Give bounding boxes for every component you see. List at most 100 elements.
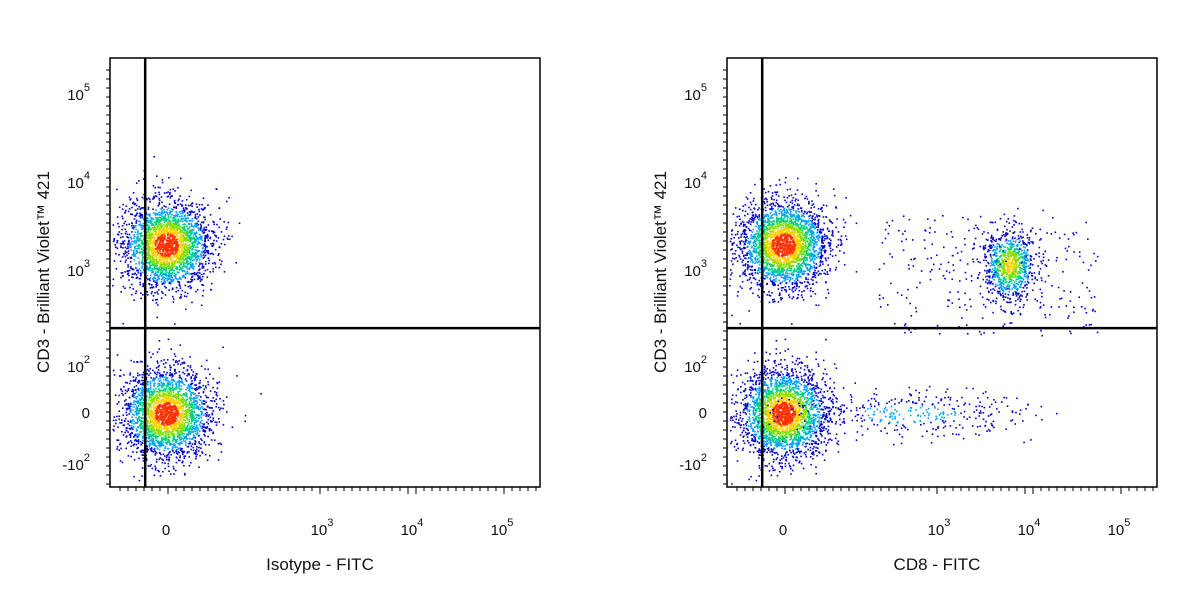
left-data-point [152, 410, 155, 413]
left-data-point [151, 242, 154, 245]
left-data-point [164, 439, 167, 442]
left-data-point [183, 215, 186, 218]
left-data-point [146, 262, 148, 264]
left-data-point [129, 434, 132, 437]
left-data-point [199, 277, 201, 279]
left-data-point [154, 412, 156, 415]
left-data-point [182, 261, 185, 264]
left-data-point [179, 425, 182, 428]
left-data-point [150, 406, 153, 408]
left-data-point [119, 375, 122, 377]
left-data-point [198, 394, 200, 397]
left-data-point [136, 212, 139, 215]
left-data-point [142, 293, 144, 296]
left-data-point [158, 249, 160, 251]
left-data-point [147, 244, 149, 246]
left-data-point [125, 209, 127, 212]
left-data-point [207, 257, 210, 259]
left-data-point [194, 384, 196, 386]
left-data-point [177, 451, 179, 453]
left-data-point [161, 228, 164, 231]
left-data-point [153, 259, 156, 261]
left-data-point [174, 267, 177, 270]
left-data-point [178, 240, 181, 243]
left-data-point [142, 228, 145, 230]
left-data-point [181, 357, 184, 360]
left-data-point [200, 273, 203, 276]
left-data-point [183, 255, 185, 258]
left-data-point [163, 272, 166, 275]
left-data-point [181, 239, 183, 242]
left-data-point [177, 423, 179, 426]
left-data-point [158, 448, 161, 451]
left-data-point [141, 361, 143, 363]
left-data-point [152, 369, 154, 372]
left-data-point [190, 237, 192, 240]
left-data-point [161, 406, 163, 409]
left-data-point [157, 237, 160, 239]
left-data-point [139, 245, 142, 248]
left-data-point [131, 283, 133, 286]
left-data-point [131, 388, 134, 391]
left-data-point [191, 443, 194, 445]
left-data-point [133, 253, 135, 256]
left-data-point [155, 212, 157, 215]
left-data-point [136, 361, 139, 363]
left-data-point [154, 299, 157, 301]
left-data-point [193, 406, 196, 408]
left-data-point [210, 288, 212, 291]
left-data-point [161, 405, 163, 408]
left-data-point [151, 252, 153, 254]
left-data-point [170, 240, 172, 242]
left-data-point [167, 252, 169, 254]
left-data-point [159, 409, 161, 411]
left-data-point [163, 205, 165, 207]
left-data-point [152, 398, 155, 400]
left-data-point [191, 280, 193, 283]
left-data-point [202, 197, 205, 199]
left-data-point [194, 376, 196, 379]
left-data-point [178, 384, 180, 387]
left-data-point [152, 299, 154, 302]
left-data-point [165, 433, 168, 436]
left-data-point [187, 414, 189, 416]
left-data-point [127, 388, 130, 390]
left-data-point [183, 457, 186, 459]
left-data-point [150, 424, 152, 426]
left-data-point [197, 227, 199, 229]
left-data-point [187, 408, 189, 411]
left-data-point [173, 420, 175, 423]
left-data-point [148, 351, 151, 354]
left-data-point [168, 193, 171, 195]
left-data-point [138, 237, 141, 239]
left-data-point [176, 215, 179, 218]
left-data-point [131, 395, 134, 398]
left-data-point [170, 224, 172, 226]
left-data-point [198, 210, 201, 213]
left-data-point [180, 297, 182, 299]
left-data-point [199, 408, 201, 411]
left-data-point [142, 413, 144, 415]
left-data-point [159, 379, 162, 382]
left-data-point [165, 256, 168, 259]
left-data-point [161, 239, 163, 241]
left-data-point [212, 220, 214, 223]
left-data-point [172, 465, 175, 468]
left-data-point [138, 180, 140, 182]
left-data-point [215, 403, 218, 405]
left-data-point [178, 400, 180, 402]
left-data-point [122, 240, 124, 243]
left-data-point [156, 432, 159, 435]
left-data-point [165, 426, 167, 428]
left-data-point [200, 414, 202, 416]
left-data-point [112, 224, 115, 226]
left-data-point [163, 230, 166, 232]
left-data-point [142, 414, 144, 416]
left-data-point [167, 426, 169, 429]
left-data-point [134, 435, 136, 437]
left-data-point [174, 370, 176, 372]
left-data-point [163, 418, 165, 420]
left-data-point [143, 284, 145, 287]
left-data-point [159, 403, 161, 406]
left-data-point [175, 450, 177, 453]
